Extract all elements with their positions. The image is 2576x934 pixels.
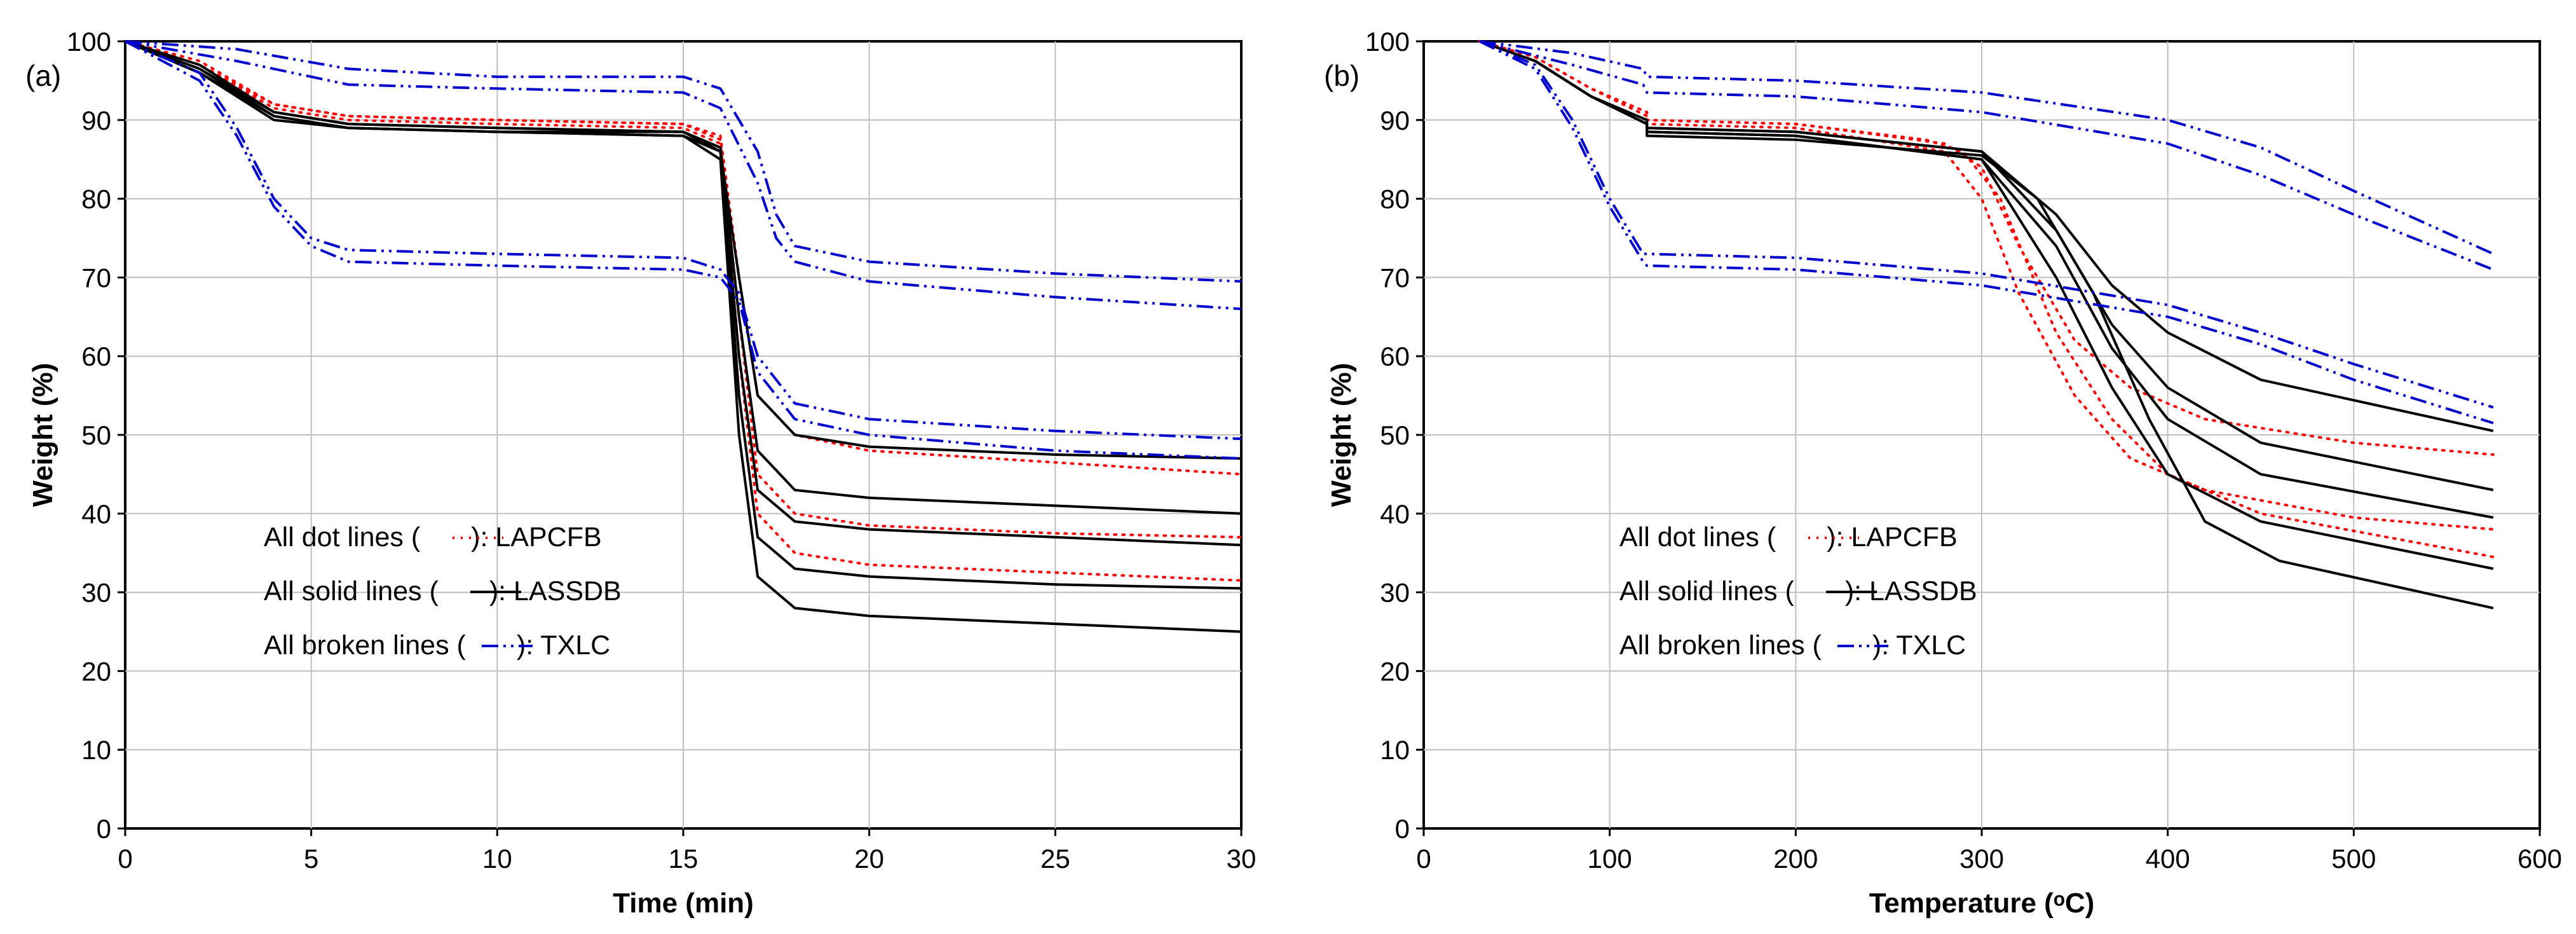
- series-line-txlc-a: [125, 40, 1242, 441]
- legend-suffix: ): LAPCFB: [1827, 522, 1958, 553]
- x-tick-label: 0: [1416, 844, 1431, 874]
- chart-panel-b: 0 100 200 300 400 500 600 0 10 20 30 40 50 60 70 80 90 10…: [1324, 27, 2562, 919]
- y-tick-label: 50: [1380, 420, 1410, 450]
- y-tick-label: 40: [81, 499, 111, 529]
- series-line-lassdb-a: [125, 40, 1242, 590]
- y-tick-label: 80: [1380, 184, 1410, 214]
- series-group-a: [124, 40, 1243, 633]
- series-line-txlc-b: [1479, 40, 2494, 256]
- series-line-txlc-a: [125, 40, 1242, 460]
- ticks-a: 0 5 10 15 20 25 30 0 10 20 30 40 50 60 70 80 90 100: [67, 27, 1256, 874]
- y-tick-label: 10: [81, 735, 111, 765]
- x-tick-label: 10: [482, 844, 512, 874]
- x-tick-label: 400: [2146, 844, 2190, 874]
- legend-suffix: ): LAPCFB: [471, 522, 602, 553]
- x-tick-label: 25: [1040, 844, 1070, 874]
- y-axis-label-b: Weight (%): [1326, 363, 1357, 507]
- series-line-txlc-a: [125, 40, 1242, 310]
- y-tick-label: 100: [1365, 27, 1410, 57]
- y-axis-label-a: Weight (%): [27, 363, 58, 507]
- legend-prefix: All dot lines (: [1619, 522, 1776, 553]
- x-tick-label: 0: [118, 844, 132, 874]
- panel-label-a: (a): [25, 59, 61, 92]
- x-tick-label: 600: [2518, 844, 2562, 874]
- x-axis-label-b: Temperature (ᵒC): [1869, 888, 2095, 919]
- y-tick-label: 60: [1380, 341, 1410, 371]
- x-tick-label: 300: [1959, 844, 2004, 874]
- series-line-txlc-a: [125, 40, 1242, 283]
- series-line-lassdb-a: [125, 40, 1242, 633]
- grid-a: [125, 41, 1241, 828]
- y-tick-label: 90: [1380, 106, 1410, 135]
- series-group-b: [1478, 40, 2495, 610]
- x-axis-label-a: Time (min): [613, 888, 754, 919]
- legend-entry-txlc-b: All broken lines (): TXLC: [1619, 630, 1966, 661]
- series-line-lapcfb-a: [124, 40, 1243, 476]
- legend-entry-lapcfb-a: All dot lines ( ): LAPCFB: [264, 522, 602, 553]
- y-tick-label: 30: [81, 578, 111, 608]
- y-tick-label: 40: [1380, 499, 1410, 529]
- y-tick-label: 20: [1380, 656, 1410, 686]
- series-line-lapcfb-a: [124, 40, 1243, 539]
- legend-entry-lapcfb-b: All dot lines ( ): LAPCFB: [1619, 522, 1958, 553]
- y-tick-label: 70: [81, 263, 111, 292]
- chart-panel-a: 0 5 10 15 20 25 30 0 10 20 30 40 50 60 70 80 90 100 (a) T…: [25, 27, 1256, 919]
- legend-a: All dot lines ( ): LAPCFB All solid lines…: [264, 522, 622, 661]
- x-tick-label: 20: [854, 844, 884, 874]
- legend-prefix: All solid lines (: [1619, 576, 1794, 607]
- x-tick-label: 5: [304, 844, 318, 874]
- legend-entry-txlc-a: All broken lines (): TXLC: [264, 630, 610, 661]
- x-tick-label: 500: [2331, 844, 2376, 874]
- y-tick-label: 10: [1380, 735, 1410, 765]
- y-tick-label: 0: [97, 814, 111, 844]
- legend-prefix: All broken lines (: [264, 630, 467, 661]
- y-tick-label: 100: [67, 27, 111, 57]
- legend-b: All dot lines ( ): LAPCFB All solid lines…: [1619, 522, 1977, 661]
- series-line-lassdb-b: [1479, 40, 2494, 610]
- y-tick-label: 50: [81, 420, 111, 450]
- y-tick-label: 0: [1395, 814, 1410, 844]
- x-tick-label: 200: [1773, 844, 1818, 874]
- panel-label-b: (b): [1324, 59, 1360, 92]
- y-tick-label: 70: [1380, 263, 1410, 292]
- legend-entry-lassdb-a: All solid lines (): LASSDB: [264, 576, 622, 607]
- y-tick-label: 30: [1380, 578, 1410, 608]
- y-tick-label: 90: [81, 106, 111, 135]
- series-line-lapcfb-a: [124, 40, 1243, 582]
- series-line-txlc-b: [1479, 40, 2494, 409]
- y-tick-label: 80: [81, 184, 111, 214]
- y-tick-label: 20: [81, 656, 111, 686]
- series-line-txlc-b: [1478, 40, 2494, 425]
- legend-prefix: All solid lines (: [264, 576, 439, 607]
- ticks-b: 0 100 200 300 400 500 600 0 10 20 30 40 50 60 70 80 90 10…: [1365, 27, 2562, 874]
- x-tick-label: 100: [1588, 844, 1632, 874]
- series-line-txlc-b: [1479, 40, 2494, 271]
- series-line-lapcfb-b: [1478, 40, 2495, 558]
- x-tick-label: 30: [1227, 844, 1257, 874]
- legend-prefix: All dot lines (: [264, 522, 421, 553]
- y-tick-label: 60: [81, 341, 111, 371]
- legend-prefix: All broken lines (: [1619, 630, 1822, 661]
- x-tick-label: 15: [669, 844, 699, 874]
